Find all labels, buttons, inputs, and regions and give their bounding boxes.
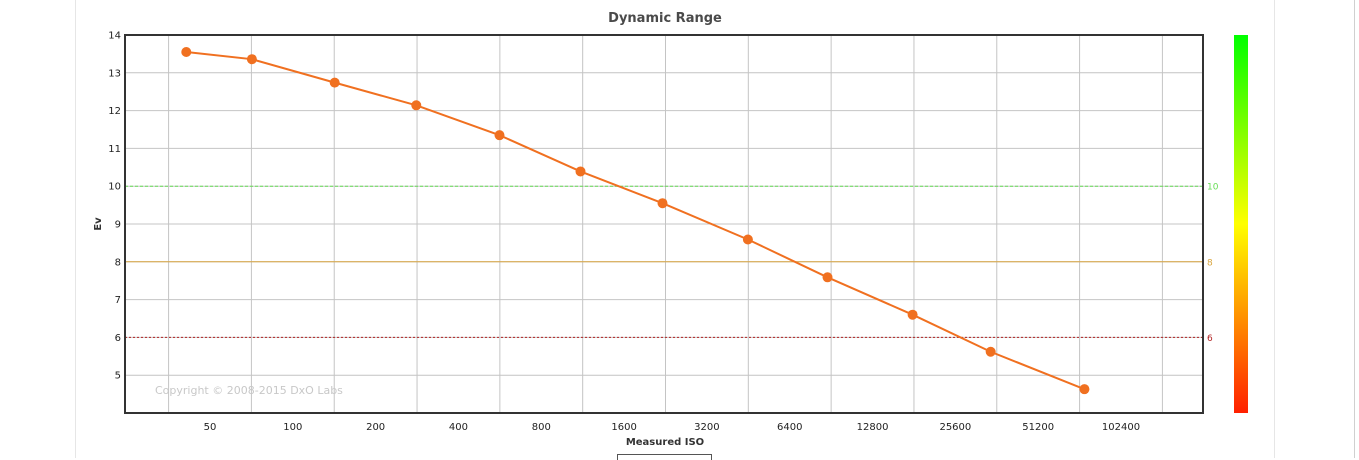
reference-lines: 10 8 6 — [125, 183, 1219, 344]
plot-frame — [124, 34, 1204, 414]
y-tick-label: 10 — [108, 182, 121, 193]
x-tick-label: 50 — [204, 422, 217, 433]
data-point[interactable] — [907, 309, 918, 320]
reference-label-10: 10 — [1207, 183, 1219, 193]
y-tick-label: 9 — [115, 220, 121, 231]
x-tick-label: 102400 — [1102, 422, 1140, 433]
x-tick-label: 51200 — [1022, 422, 1054, 433]
data-point[interactable] — [329, 77, 340, 88]
scrollbar-edge — [1354, 0, 1355, 458]
series-line — [186, 51, 1085, 391]
x-tick-label: 6400 — [777, 422, 802, 433]
copyright-text: Copyright © 2008-2015 DxO Labs — [155, 384, 343, 397]
grid-lines — [125, 34, 1203, 413]
x-axis-label: Measured ISO — [626, 437, 704, 448]
chart-panel — [75, 0, 1275, 458]
y-axis-label: Ev — [93, 217, 104, 231]
x-tick-label: 800 — [532, 422, 551, 433]
ev-color-scale — [1234, 35, 1248, 413]
bottom-tab[interactable] — [617, 454, 712, 460]
x-tick-labels: 50 100 200 400 800 1600 3200 6400 12800 25600 5120… — [204, 422, 1140, 433]
y-tick-label: 8 — [115, 257, 121, 268]
y-tick-label: 12 — [108, 106, 121, 117]
data-point[interactable] — [822, 272, 833, 283]
y-tick-label: 11 — [108, 144, 121, 155]
data-point[interactable] — [411, 100, 422, 111]
x-tick-label: 200 — [366, 422, 385, 433]
y-tick-label: 14 — [108, 31, 121, 42]
data-point[interactable] — [985, 346, 996, 357]
y-tick-label: 6 — [115, 333, 121, 344]
series-group — [181, 47, 1090, 395]
y-tick-label: 7 — [115, 295, 121, 306]
data-point[interactable] — [742, 234, 753, 245]
x-tick-label: 100 — [283, 422, 302, 433]
x-tick-label: 3200 — [694, 422, 719, 433]
x-tick-label: 12800 — [857, 422, 889, 433]
x-tick-label: 400 — [449, 422, 468, 433]
chart-title: Dynamic Range — [608, 11, 722, 26]
y-tick-label: 5 — [115, 371, 121, 382]
data-point[interactable] — [494, 130, 505, 141]
y-tick-label: 13 — [108, 68, 121, 79]
data-point[interactable] — [246, 54, 257, 65]
reference-label-8: 8 — [1207, 258, 1213, 268]
data-point[interactable] — [575, 166, 586, 177]
x-tick-label: 25600 — [939, 422, 971, 433]
y-tick-labels: 5 6 7 8 9 10 11 12 13 14 — [108, 31, 121, 382]
data-point[interactable] — [181, 47, 192, 58]
data-point[interactable] — [657, 198, 668, 209]
data-point[interactable] — [1079, 384, 1090, 395]
reference-label-6: 6 — [1207, 334, 1213, 344]
x-tick-label: 1600 — [611, 422, 636, 433]
